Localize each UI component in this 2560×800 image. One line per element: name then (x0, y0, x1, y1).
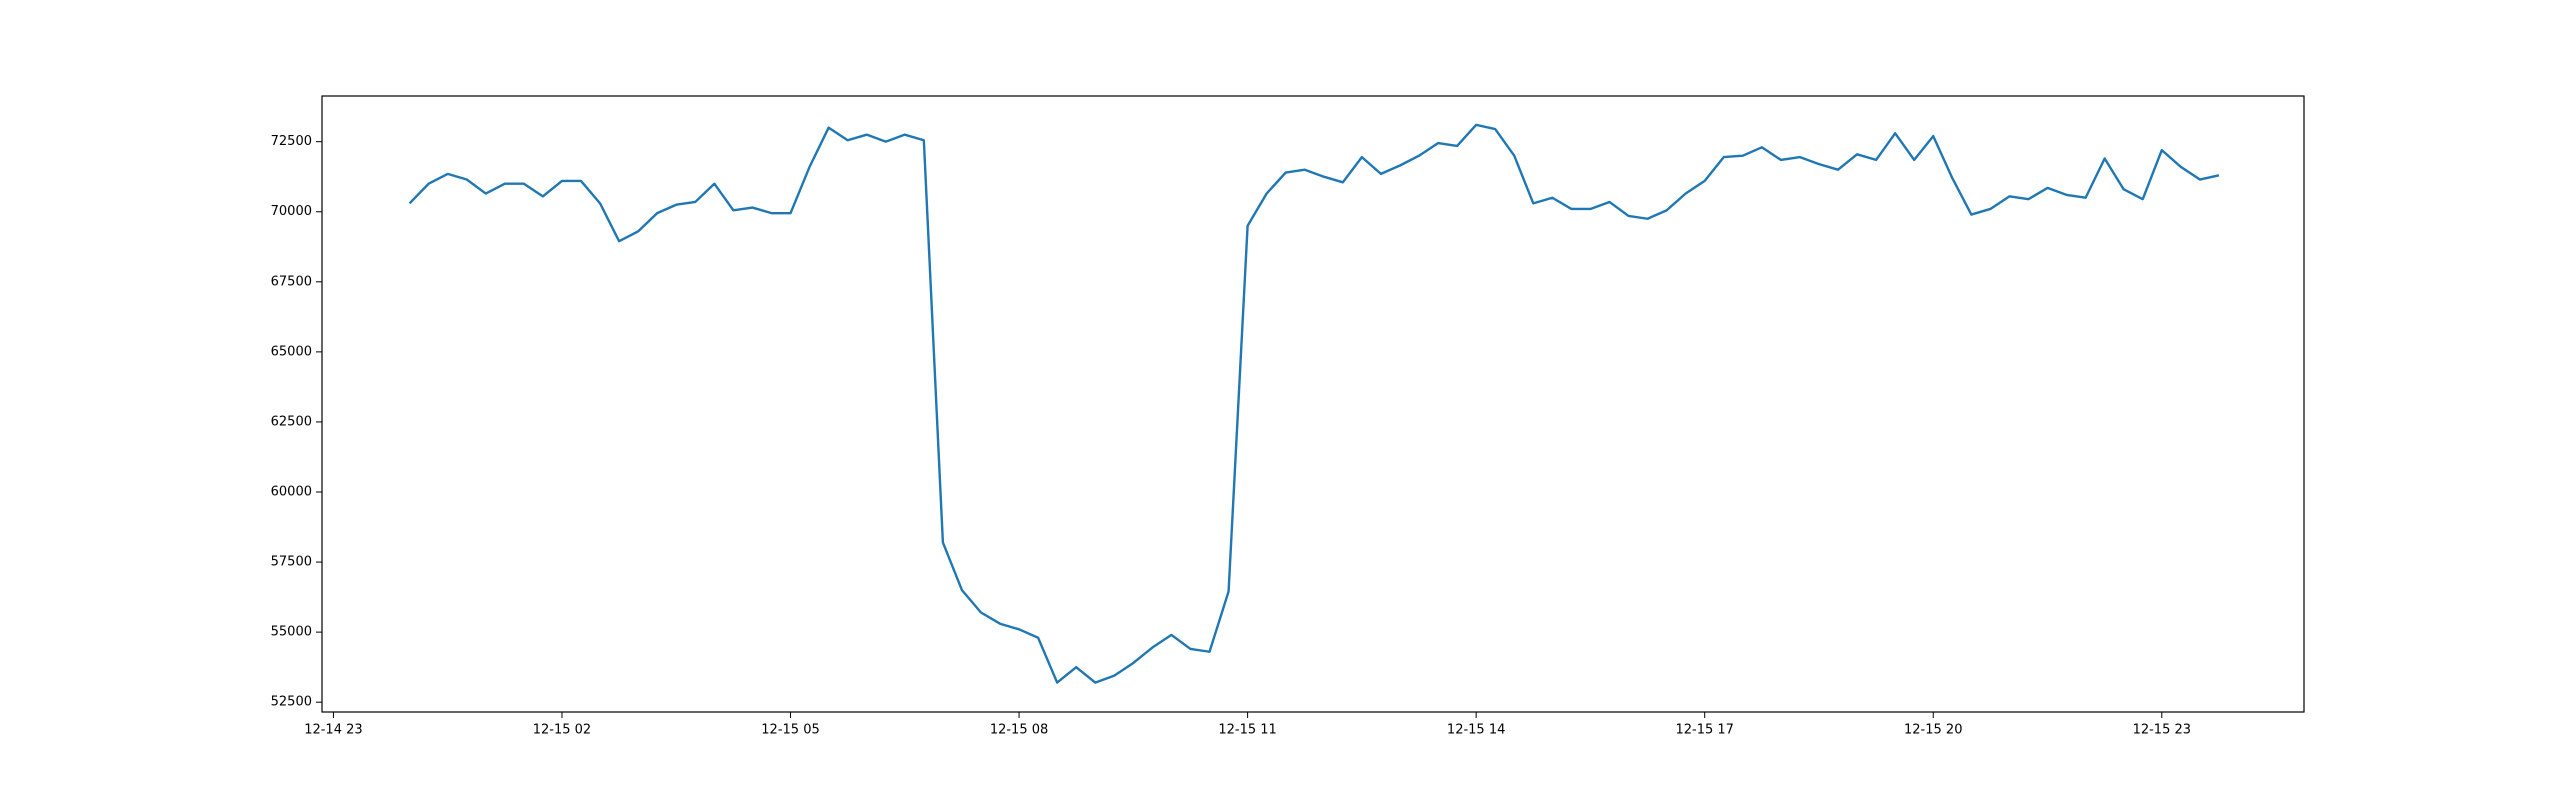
data-line (408, 123, 2220, 684)
y-tick-label: 55000 (271, 625, 312, 640)
x-tick-label: 12-15 08 (990, 723, 1048, 738)
x-tick-label: 12-15 02 (533, 723, 591, 738)
y-tick-label: 67500 (271, 274, 312, 289)
x-tick-label: 12-15 20 (1904, 723, 1962, 738)
x-tick-label: 12-15 11 (1218, 723, 1276, 738)
x-tick-label: 12-14 23 (304, 723, 362, 738)
x-tick-label: 12-15 14 (1447, 723, 1505, 738)
y-tick-label: 65000 (271, 344, 312, 359)
plot-frame (321, 95, 2305, 713)
y-tick-label: 72500 (271, 134, 312, 149)
y-tick-label: 62500 (271, 414, 312, 429)
x-tick-label: 12-15 05 (761, 723, 819, 738)
x-tick-label: 12-15 23 (2133, 723, 2191, 738)
y-tick-label: 60000 (271, 485, 312, 500)
y-tick-label: 70000 (271, 204, 312, 219)
x-tick-label: 12-15 17 (1675, 723, 1733, 738)
y-tick-label: 52500 (271, 695, 312, 710)
y-tick-label: 57500 (271, 555, 312, 570)
